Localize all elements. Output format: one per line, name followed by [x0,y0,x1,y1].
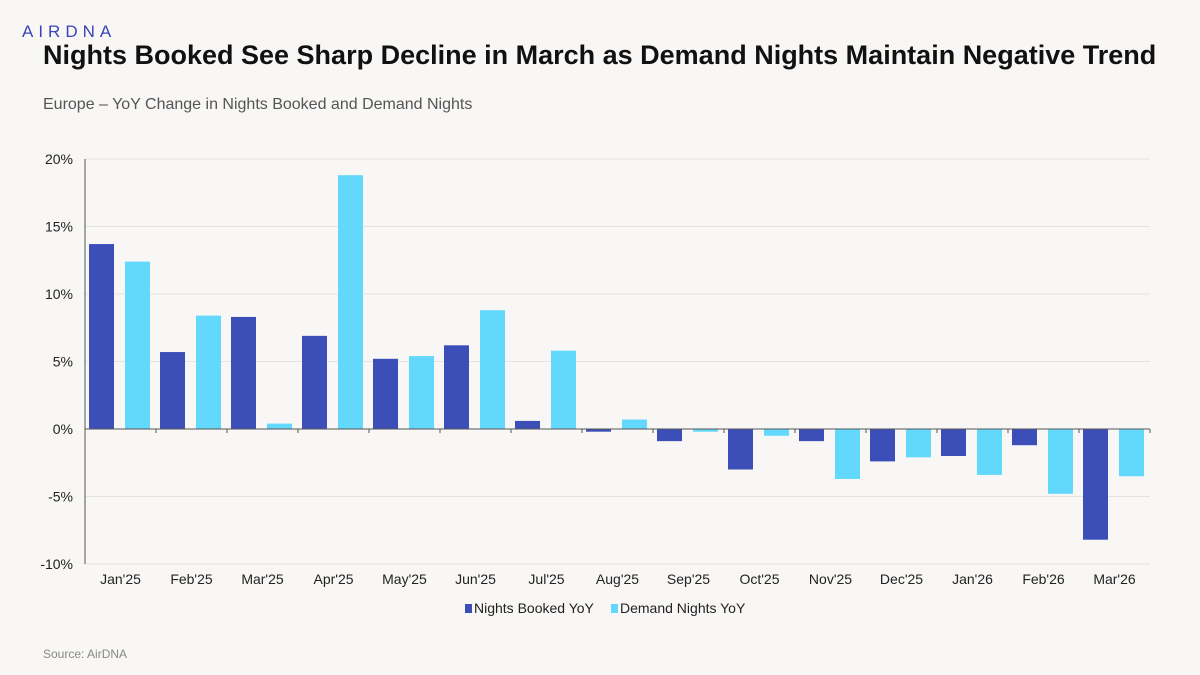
chart-subtitle: Europe – YoY Change in Nights Booked and… [43,96,473,113]
bar-demand-nights [764,429,789,436]
bar-nights-booked [160,352,185,429]
x-tick-label: Feb'26 [1022,571,1065,587]
legend-nights-booked-label: Nights Booked YoY [474,600,595,616]
x-tick-label: Dec'25 [880,571,923,587]
bar-demand-nights [977,429,1002,475]
bar-demand-nights [1119,429,1144,477]
bar-nights-booked [444,345,469,429]
x-tick-label: Nov'25 [809,571,852,587]
x-tick-label: Jan'25 [100,571,141,587]
bar-demand-nights [196,315,221,429]
bar-nights-booked [302,335,327,429]
bar-nights-booked [799,429,824,442]
bar-nights-booked [657,429,682,442]
x-tick-label: May'25 [382,571,427,587]
bar-demand-nights [622,419,647,429]
bar-nights-booked [870,429,895,462]
y-tick-label: 10% [45,286,73,302]
y-tick-label: 20% [45,151,73,167]
bar-demand-nights [480,310,505,429]
bar-nights-booked [728,429,753,470]
x-tick-label: Jul'25 [528,571,564,587]
y-tick-label: 0% [53,421,73,437]
y-tick-label: -5% [48,489,73,505]
bar-demand-nights [125,261,150,429]
bar-demand-nights [551,350,576,429]
source-note: Source: AirDNA [43,647,128,661]
y-tick-label: 15% [45,219,73,235]
airdna-logo: AIRDNA [22,22,117,41]
bar-nights-booked [1012,429,1037,446]
bar-nights-booked [515,420,540,429]
x-tick-label: Sep'25 [667,571,710,587]
bar-demand-nights [693,429,718,432]
bar-demand-nights [1048,429,1073,494]
x-tick-label: Oct'25 [739,571,779,587]
bar-nights-booked [941,429,966,456]
bar-demand-nights [267,423,292,429]
x-tick-label: Jan'26 [952,571,993,587]
bar-demand-nights [409,356,434,429]
bar-demand-nights [906,429,931,458]
chart-title: Nights Booked See Sharp Decline in March… [43,40,1157,70]
legend-demand-nights-swatch [611,604,618,613]
y-tick-label: -10% [40,556,73,572]
bar-demand-nights [338,175,363,429]
bar-nights-booked [373,358,398,429]
x-tick-label: Mar'25 [241,571,284,587]
x-tick-label: Feb'25 [170,571,213,587]
x-tick-label: Mar'26 [1093,571,1136,587]
legend-demand-nights-label: Demand Nights YoY [620,600,746,616]
legend-nights-booked-swatch [465,604,472,613]
y-tick-label: 5% [53,354,73,370]
x-tick-label: Apr'25 [313,571,353,587]
x-tick-label: Aug'25 [596,571,639,587]
x-tick-label: Jun'25 [455,571,496,587]
bar-nights-booked [1083,429,1108,540]
bar-demand-nights [835,429,860,479]
bar-nights-booked [231,316,256,429]
bar-nights-booked [586,429,611,432]
bar-nights-booked [89,244,114,429]
